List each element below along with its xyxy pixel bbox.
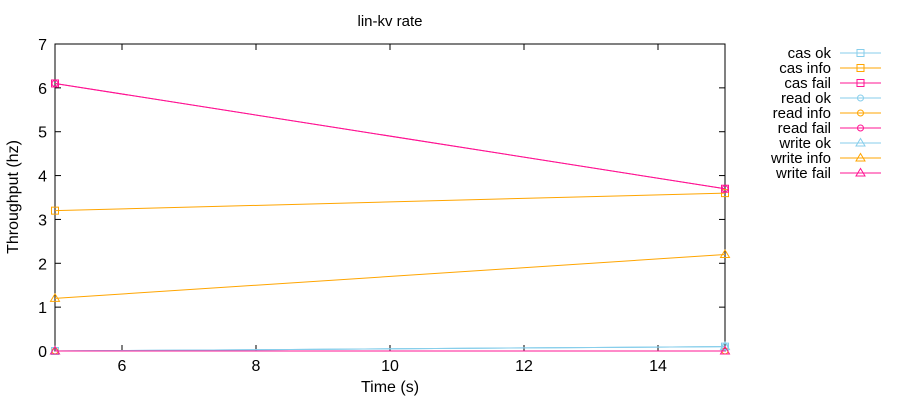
- legend-item: read ok: [781, 90, 881, 107]
- legend-item: cas info: [779, 60, 881, 77]
- series-line: [54, 346, 726, 352]
- y-axis-title: Throughput (hz): [5, 140, 22, 254]
- series-read-fail: [51, 79, 729, 193]
- legend-item: write ok: [778, 135, 881, 152]
- legend-item: cas ok: [788, 45, 881, 62]
- x-tick-label: 14: [649, 358, 667, 375]
- legend-marker: [856, 49, 865, 57]
- legend-marker: [857, 109, 864, 117]
- legend-label: cas info: [779, 60, 831, 77]
- y-tick-label: 5: [38, 125, 47, 142]
- data-point: [51, 79, 59, 87]
- x-tick-label: 12: [515, 358, 533, 375]
- legend-label: write fail: [775, 165, 831, 182]
- y-tick-label: 2: [38, 256, 47, 273]
- series-layer: [49, 79, 731, 355]
- legend-item: read info: [773, 105, 881, 122]
- data-point: [719, 345, 731, 355]
- x-tick-label: 8: [252, 358, 261, 375]
- data-point: [49, 292, 61, 302]
- data-point: [719, 341, 731, 351]
- legend-marker: [855, 137, 866, 147]
- x-tick-label: 10: [381, 358, 399, 375]
- legend-marker: [856, 79, 865, 87]
- y-tick-label: 6: [38, 81, 47, 98]
- legend-item: cas fail: [784, 75, 881, 92]
- x-tick-label: 6: [118, 358, 127, 375]
- x-axis-title: Time (s): [361, 379, 419, 396]
- series-line: [54, 82, 726, 190]
- legend-item: read fail: [778, 120, 881, 137]
- chart-title: lin-kv rate: [357, 13, 422, 30]
- y-tick-label: 7: [38, 37, 47, 54]
- legend-label: cas fail: [784, 75, 831, 92]
- legend-label: read info: [773, 105, 831, 122]
- legend-label: read fail: [778, 120, 831, 137]
- legend-label: cas ok: [788, 45, 832, 62]
- legend-label: write ok: [778, 135, 831, 152]
- y-tick-label: 1: [38, 300, 47, 317]
- data-point: [51, 206, 59, 215]
- legend-marker: [855, 152, 866, 162]
- series-line: [54, 192, 726, 212]
- y-tick-label: 3: [38, 212, 47, 229]
- legend-item: write info: [770, 150, 881, 167]
- y-tick-label: 4: [38, 169, 47, 186]
- legend-label: read ok: [781, 90, 832, 107]
- legend-item: write fail: [775, 165, 881, 182]
- data-point: [719, 249, 731, 259]
- series-cas-info: [51, 189, 729, 215]
- legend-marker: [856, 64, 865, 72]
- legend-marker: [857, 94, 864, 102]
- y-tick-label: 0: [38, 344, 47, 361]
- legend-label: write info: [770, 150, 831, 167]
- data-point: [721, 189, 729, 198]
- plot-frame: [54, 43, 726, 352]
- series-line: [54, 254, 726, 299]
- legend-marker: [855, 167, 866, 177]
- data-point: [49, 345, 61, 355]
- data-point: [721, 185, 729, 193]
- legend-marker: [857, 124, 864, 132]
- series-write-info: [49, 249, 731, 302]
- series-write-fail: [49, 345, 731, 355]
